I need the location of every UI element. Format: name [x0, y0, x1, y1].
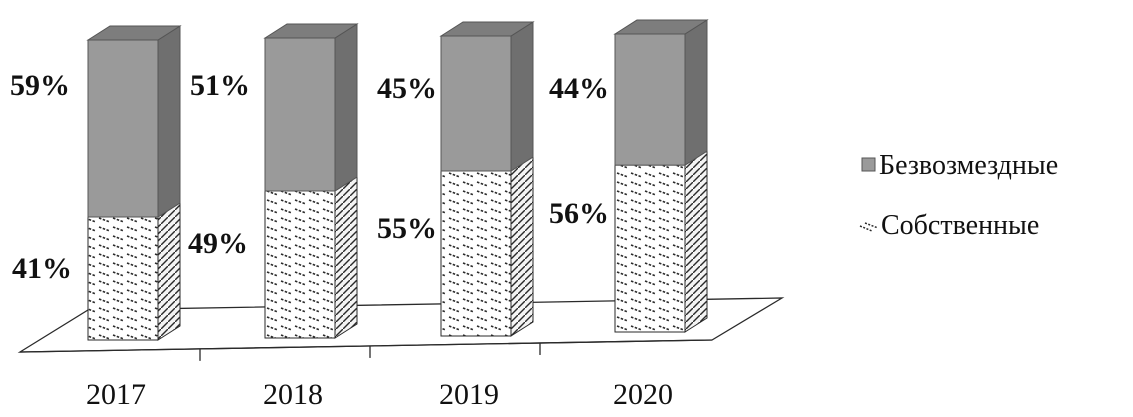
floor-layer — [17, 297, 785, 361]
bar-2017 — [86, 25, 182, 341]
bar-2019 — [439, 21, 535, 337]
data-label-own: 41% — [12, 252, 72, 285]
labels-layer: 59% 41% 2017 51% 49% 2018 45% 55% 2019 44% 56% 2020 — [10, 69, 673, 411]
bars-layer — [86, 19, 709, 341]
bar-segment-free — [440, 35, 512, 172]
bar-segment-own — [87, 216, 159, 341]
bar-segment-own-side — [510, 156, 534, 337]
legend-swatch-free — [861, 157, 876, 172]
data-label-free: 51% — [190, 69, 250, 102]
data-label-free: 44% — [549, 72, 609, 105]
bar-top-face — [263, 23, 359, 39]
x-axis-line — [19, 339, 713, 353]
legend-label-own: Собственные — [881, 210, 1039, 241]
bar-segment-own-side — [684, 150, 708, 333]
x-tick-label: 2017 — [86, 378, 146, 411]
bar-segment-own — [264, 190, 336, 339]
x-tick-label: 2019 — [439, 378, 499, 411]
x-tick-label: 2018 — [263, 378, 323, 411]
bar-2020 — [613, 19, 709, 333]
bar-2018 — [263, 23, 359, 339]
bar-segment-free — [87, 39, 159, 218]
data-label-own: 55% — [377, 212, 437, 245]
bar-top-face — [439, 21, 535, 37]
bar-segment-own — [614, 164, 686, 333]
bar-segment-free-side — [157, 25, 181, 218]
bar-segment-own-side — [157, 202, 181, 341]
data-label-free: 45% — [377, 72, 437, 105]
x-tick-label: 2020 — [613, 378, 673, 411]
bar-top-face — [86, 25, 182, 41]
legend-label-free: Безвозмездные — [879, 150, 1058, 181]
bar-segment-free — [614, 33, 686, 166]
bar-top-face — [613, 19, 709, 35]
legend-swatch-own — [859, 222, 879, 232]
bar-segment-free-side — [334, 23, 358, 192]
bar-segment-own-side — [334, 176, 358, 339]
data-label-own: 49% — [188, 227, 248, 260]
data-label-own: 56% — [549, 197, 609, 230]
data-label-free: 59% — [10, 69, 70, 102]
bar-segment-own — [440, 170, 512, 337]
bar-segment-free — [264, 37, 336, 192]
bar-segment-free-side — [684, 19, 708, 167]
legend: Безвозмездные Собственные — [859, 150, 1058, 241]
bar-segment-free-side — [510, 21, 534, 172]
